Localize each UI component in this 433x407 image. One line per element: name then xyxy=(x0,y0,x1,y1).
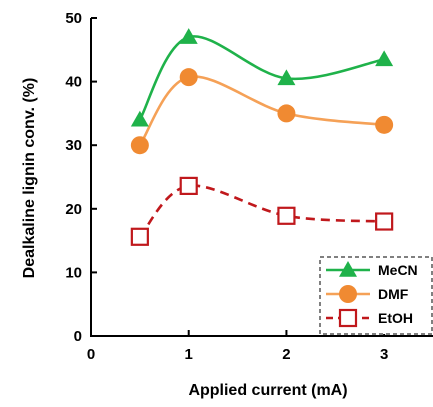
legend-label: EtOH xyxy=(378,310,413,326)
data-point-etoh xyxy=(277,206,296,225)
x-tick-label: 0 xyxy=(87,346,95,363)
series-line-mecn xyxy=(138,35,385,121)
x-axis-title: Applied current (mA) xyxy=(188,382,347,399)
data-point-dmf xyxy=(130,136,149,155)
legend-item-mecn: MeCN xyxy=(326,261,418,278)
x-tick-label: 2 xyxy=(282,346,290,363)
legend-swatch-marker xyxy=(338,308,358,328)
data-point-dmf xyxy=(277,104,296,123)
data-point-dmf xyxy=(375,115,394,134)
y-tick-label: 30 xyxy=(65,137,82,154)
legend-label: MeCN xyxy=(378,262,418,278)
series-layer xyxy=(130,28,394,246)
legend-swatch-marker xyxy=(339,285,357,303)
x-tick-label: 1 xyxy=(185,346,193,363)
series-line-dmf xyxy=(138,75,385,146)
series-line-etoh xyxy=(138,184,385,238)
legend-swatch-marker xyxy=(339,261,357,277)
legend-item-etoh: EtOH xyxy=(326,308,413,328)
series-dmf xyxy=(130,68,394,155)
y-axis-title: Dealkaline lignin conv. (%) xyxy=(21,78,38,279)
y-tick-label: 10 xyxy=(65,264,82,281)
axes: 0 10 20 30 40 50 0 1 2 3 xyxy=(65,10,433,363)
x-tick-label: 3 xyxy=(380,346,388,363)
y-tick-label: 20 xyxy=(65,201,82,218)
data-point-mecn xyxy=(375,50,394,67)
y-tick-label: 50 xyxy=(65,10,82,27)
data-point-etoh xyxy=(130,227,149,246)
legend-label: DMF xyxy=(378,286,409,302)
legend-item-dmf: DMF xyxy=(326,285,409,303)
series-mecn xyxy=(130,28,394,127)
data-point-etoh xyxy=(375,212,394,231)
y-tick-label: 40 xyxy=(65,74,82,91)
data-point-dmf xyxy=(179,68,198,87)
data-point-mecn xyxy=(277,69,296,86)
data-point-etoh xyxy=(179,176,198,196)
legend: MeCN DMF EtOH xyxy=(319,256,433,335)
y-tick-label: 0 xyxy=(74,328,82,345)
data-point-mecn xyxy=(179,28,198,44)
data-point-mecn xyxy=(130,110,149,127)
series-etoh xyxy=(130,176,394,246)
